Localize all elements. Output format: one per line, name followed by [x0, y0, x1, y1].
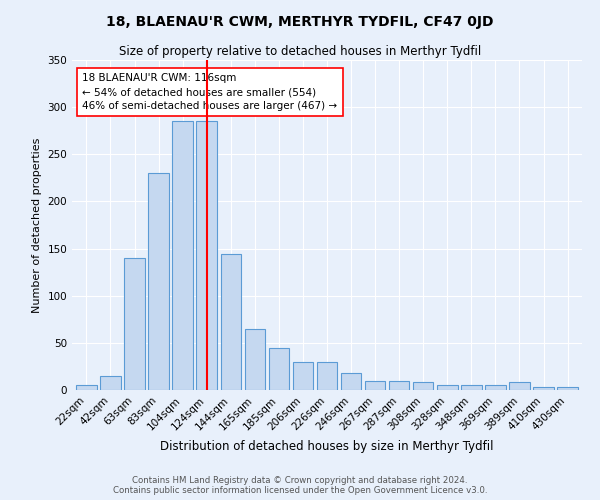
Y-axis label: Number of detached properties: Number of detached properties — [32, 138, 42, 312]
Bar — [485, 386, 506, 390]
Bar — [269, 348, 289, 390]
Bar — [413, 382, 433, 390]
Bar — [100, 376, 121, 390]
Bar — [461, 386, 482, 390]
Text: Size of property relative to detached houses in Merthyr Tydfil: Size of property relative to detached ho… — [119, 45, 481, 58]
Text: 18 BLAENAU'R CWM: 116sqm
← 54% of detached houses are smaller (554)
46% of semi-: 18 BLAENAU'R CWM: 116sqm ← 54% of detach… — [82, 73, 337, 111]
Bar — [341, 373, 361, 390]
Bar — [509, 382, 530, 390]
X-axis label: Distribution of detached houses by size in Merthyr Tydfil: Distribution of detached houses by size … — [160, 440, 494, 453]
Text: Contains HM Land Registry data © Crown copyright and database right 2024.
Contai: Contains HM Land Registry data © Crown c… — [113, 476, 487, 495]
Bar — [317, 362, 337, 390]
Bar — [124, 258, 145, 390]
Bar — [172, 122, 193, 390]
Bar — [221, 254, 241, 390]
Bar — [389, 380, 409, 390]
Bar — [293, 362, 313, 390]
Bar — [245, 328, 265, 390]
Text: 18, BLAENAU'R CWM, MERTHYR TYDFIL, CF47 0JD: 18, BLAENAU'R CWM, MERTHYR TYDFIL, CF47 … — [106, 15, 494, 29]
Bar — [365, 380, 385, 390]
Bar — [533, 387, 554, 390]
Bar — [196, 122, 217, 390]
Bar — [76, 386, 97, 390]
Bar — [557, 387, 578, 390]
Bar — [437, 386, 458, 390]
Bar — [148, 173, 169, 390]
